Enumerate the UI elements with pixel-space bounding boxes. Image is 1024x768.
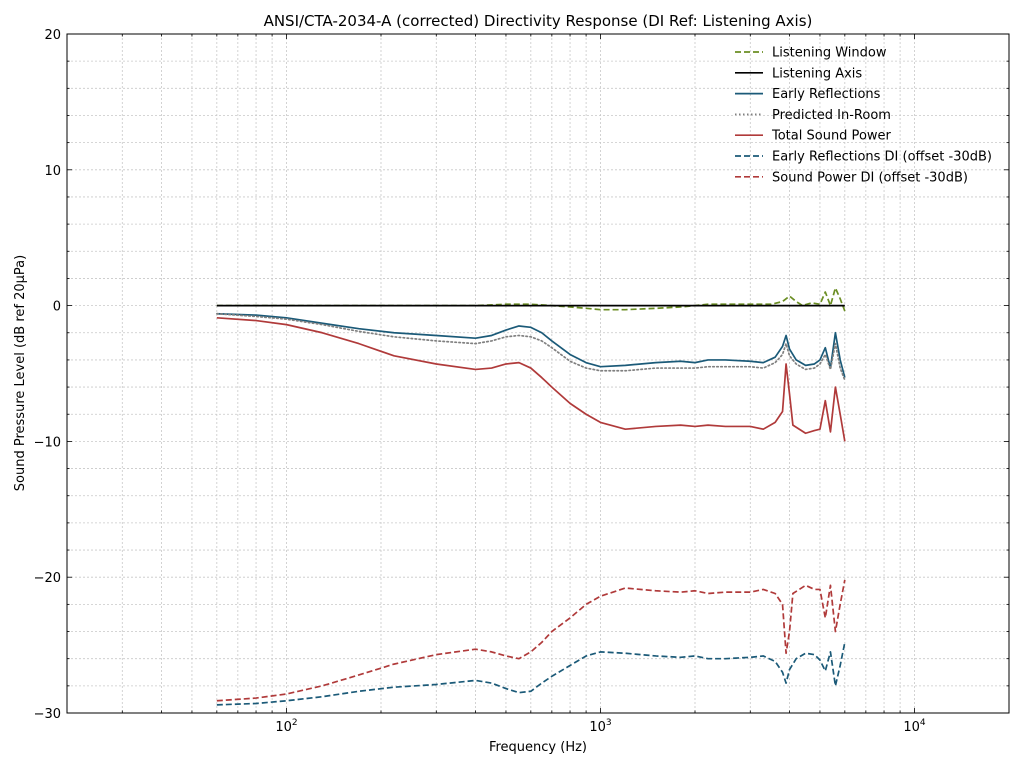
series-layer [215,287,846,706]
series-line-total-sound-power [216,316,846,442]
x-tick-label: 104 [903,718,926,735]
axis-ticks: 20 10 0 −10 −20 −30 102 103 104 [34,28,1010,735]
y-tick-label: −10 [34,435,61,450]
legend: Listening Window Listening Axis Early Refl… [735,46,992,185]
y-tick-label: −20 [34,571,61,586]
y-tick-label: 0 [53,300,61,315]
x-axis-label: Frequency (Hz) [489,740,587,755]
x-tick-label: 103 [589,718,611,735]
series-line-early-reflections-di-offset-30db [216,642,846,706]
legend-entry-label: Early Reflections [772,87,881,102]
y-tick-label: 20 [44,28,61,43]
legend-entry-label: Sound Power DI (offset -30dB) [772,170,968,185]
y-axis-label: Sound Pressure Level (dB ref 20µPa) [13,255,28,491]
x-tick-label: 102 [275,718,297,735]
legend-entry-label: Total Sound Power [771,129,892,144]
series-line-listening-window [216,287,846,312]
y-tick-label: 10 [44,164,61,179]
legend-entry-label: Predicted In-Room [772,108,891,123]
plot-frame [66,33,1010,714]
chart-title: ANSI/CTA-2034-A (corrected) Directivity … [264,12,813,30]
series-line-predicted-in-room [215,312,846,382]
legend-entry-label: Listening Axis [772,66,862,81]
y-tick-label: −30 [34,707,61,722]
series-line-sound-power-di-offset-30db [216,579,846,702]
legend-entry-label: Listening Window [772,46,887,61]
series-line-early-reflections [216,312,846,378]
legend-entry-label: Early Reflections DI (offset -30dB) [772,150,992,165]
